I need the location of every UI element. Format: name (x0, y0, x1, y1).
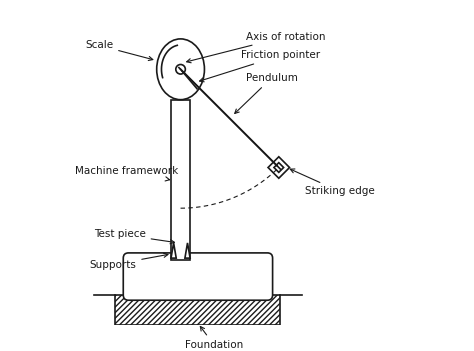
Bar (171, 100, 191, 260)
Text: Scale: Scale (85, 40, 153, 60)
Text: Machine framework: Machine framework (75, 166, 179, 181)
Polygon shape (185, 243, 190, 258)
Text: Supports: Supports (90, 253, 168, 270)
Text: Axis of rotation: Axis of rotation (187, 32, 325, 63)
Ellipse shape (176, 65, 185, 74)
Polygon shape (274, 163, 283, 172)
Polygon shape (268, 157, 290, 178)
Text: Foundation: Foundation (185, 326, 243, 350)
FancyBboxPatch shape (123, 253, 273, 300)
Text: Friction pointer: Friction pointer (200, 51, 320, 82)
Text: Pendulum: Pendulum (235, 73, 298, 113)
FancyBboxPatch shape (116, 295, 281, 325)
Text: Striking edge: Striking edge (290, 169, 374, 196)
Ellipse shape (157, 39, 204, 100)
Polygon shape (171, 243, 176, 258)
Text: Test piece: Test piece (94, 229, 174, 244)
